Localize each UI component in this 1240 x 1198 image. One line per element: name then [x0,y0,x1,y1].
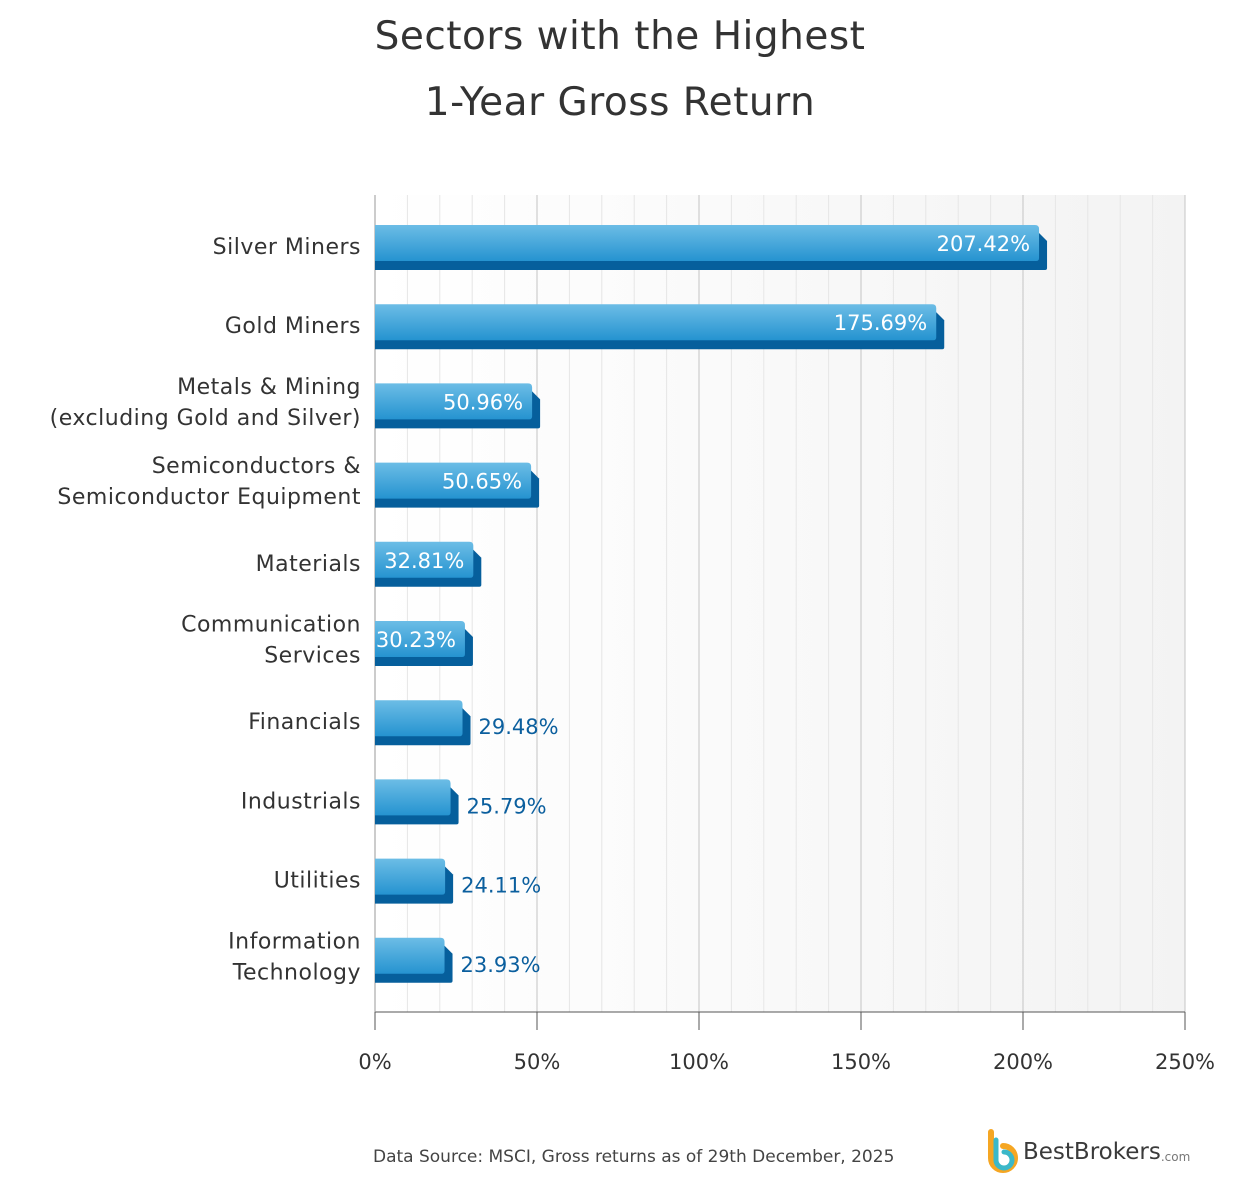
data-label: 29.48% [479,715,559,739]
data-label: 23.93% [461,953,541,977]
category-label: Services [264,644,361,669]
category-label: Metals & Mining [177,375,361,400]
logo-suffix: .com [1160,1150,1191,1164]
x-tick-label: 200% [993,1050,1053,1074]
data-source-note: Data Source: MSCI, Gross returns as of 2… [373,1147,895,1167]
data-label: 50.65% [442,470,522,494]
category-label: Financials [248,710,361,735]
chart-title-line-1: Sectors with the Highest [374,14,866,59]
category-label: Materials [256,552,361,577]
chart-title-line-2: 1-Year Gross Return [424,80,816,125]
bar [375,304,937,341]
category-label: Gold Miners [225,314,361,339]
x-tick-label: 0% [358,1050,391,1074]
x-tick-label: 150% [831,1050,891,1074]
data-label: 32.81% [384,549,464,573]
category-label: (excluding Gold and Silver) [50,406,361,431]
category-label: Silver Miners [213,235,361,260]
data-label: 207.42% [937,232,1030,256]
x-tick-label: 250% [1155,1050,1215,1074]
x-tick-label: 100% [669,1050,729,1074]
logo-mark-icon [988,1129,1018,1173]
category-label: Communication [181,613,361,638]
category-label: Semiconductor Equipment [57,485,361,510]
data-label: 25.79% [467,794,547,818]
bar [375,937,445,974]
bar [375,700,463,737]
bar [375,541,474,578]
data-label: 30.23% [376,628,456,652]
category-label: Technology [232,960,361,985]
bar [375,462,532,499]
bar [375,621,465,657]
bar [375,779,451,816]
category-label: Information [228,929,361,954]
data-label: 24.11% [461,874,541,898]
category-label: Semiconductors & [152,454,361,479]
category-label: Industrials [241,789,361,814]
logo-text: BestBrokers [1023,1139,1161,1165]
data-label: 50.96% [443,390,523,414]
bestbrokers-logo: BestBrokers .com [985,1128,1190,1176]
bar [375,225,1040,261]
category-label: Utilities [274,869,361,894]
bar [375,383,533,420]
x-tick-label: 50% [514,1050,561,1074]
bar [375,858,446,895]
data-label: 175.69% [834,311,927,335]
